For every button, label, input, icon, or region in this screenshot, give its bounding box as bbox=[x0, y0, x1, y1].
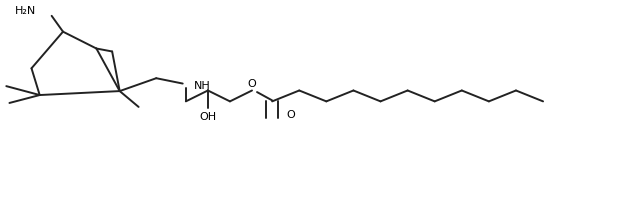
Text: NH: NH bbox=[193, 81, 210, 90]
Text: O: O bbox=[286, 110, 295, 120]
Text: H₂N: H₂N bbox=[15, 6, 37, 16]
Text: OH: OH bbox=[199, 112, 217, 122]
Text: O: O bbox=[248, 79, 256, 89]
